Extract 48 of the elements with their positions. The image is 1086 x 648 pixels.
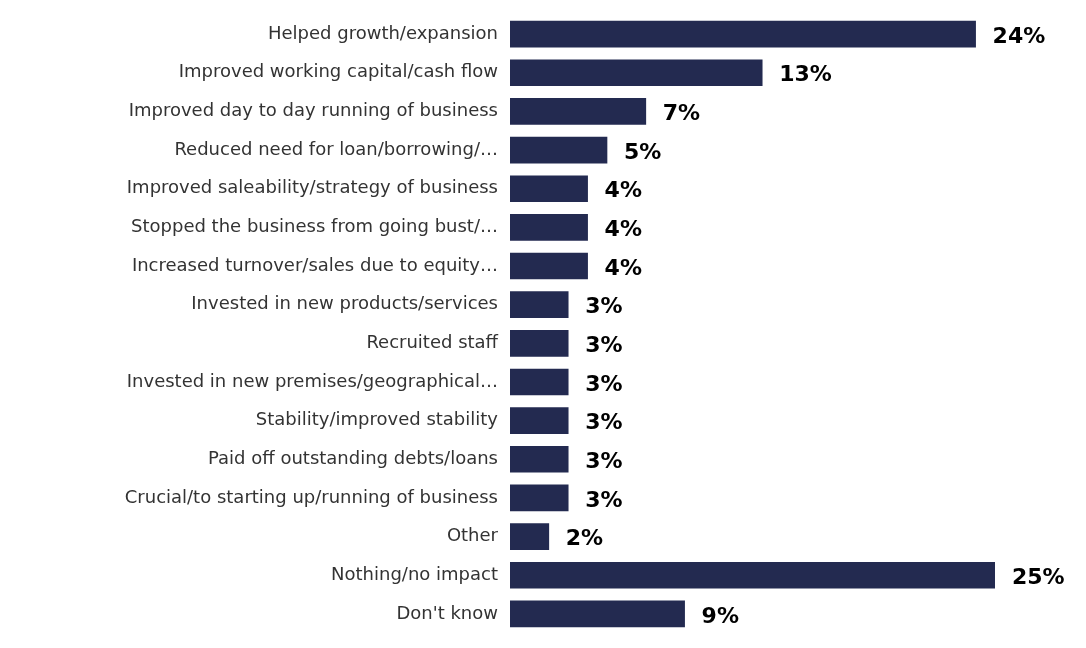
bar xyxy=(510,291,569,319)
bar xyxy=(510,484,569,512)
data-label: 4% xyxy=(604,177,642,203)
bar xyxy=(510,368,569,396)
data-label: 4% xyxy=(604,254,642,280)
data-label: 25% xyxy=(1012,563,1065,589)
data-label: 2% xyxy=(565,525,604,551)
bar xyxy=(510,600,685,628)
data-label: 7% xyxy=(662,100,701,126)
y-tick-label: Stopped the business from going bust/… xyxy=(131,215,498,237)
bar xyxy=(510,136,608,164)
data-label: 13% xyxy=(779,61,832,87)
bar xyxy=(510,330,569,357)
y-tick-label: Crucial/to starting up/running of business xyxy=(124,485,498,507)
bar xyxy=(510,523,550,550)
data-label: 9% xyxy=(701,602,739,628)
bar xyxy=(510,20,976,48)
y-tick-label: Recruited staff xyxy=(366,331,499,352)
data-label: 4% xyxy=(604,216,642,242)
y-tick-label: Increased turnover/sales due to equity… xyxy=(131,253,498,275)
y-tick-label: Stability/improved stability xyxy=(255,408,499,430)
bar xyxy=(510,59,763,87)
bar xyxy=(510,407,569,434)
data-label: 3% xyxy=(585,332,623,358)
data-label: 3% xyxy=(585,486,623,512)
y-tick-label: Don't know xyxy=(396,601,498,623)
y-tick-label: Improved day to day running of business xyxy=(128,99,498,121)
data-label: 3% xyxy=(585,293,623,319)
y-tick-label: Helped growth/expansion xyxy=(267,21,498,43)
bar xyxy=(510,98,647,125)
y-tick-label: Improved saleability/strategy of business xyxy=(126,176,498,198)
data-label: 3% xyxy=(585,409,623,435)
y-tick-label: Invested in new premises/geographical… xyxy=(126,369,498,391)
data-label: 3% xyxy=(585,447,623,473)
bar xyxy=(510,175,588,203)
bar xyxy=(510,214,588,241)
data-label: 5% xyxy=(624,138,662,164)
bar xyxy=(510,252,588,280)
data-label: 3% xyxy=(585,370,623,396)
y-tick-label: Improved working capital/cash flow xyxy=(178,60,498,82)
bar xyxy=(510,445,569,473)
y-tick-label: Reduced need for loan/borrowing/… xyxy=(174,137,498,159)
y-tick-label: Nothing/no impact xyxy=(331,562,498,584)
bar xyxy=(510,561,995,589)
y-tick-label: Invested in new products/services xyxy=(191,292,498,314)
y-tick-label: Paid off outstanding debts/loans xyxy=(208,446,498,468)
y-tick-label: Other xyxy=(446,524,499,546)
data-label: 24% xyxy=(992,22,1046,48)
